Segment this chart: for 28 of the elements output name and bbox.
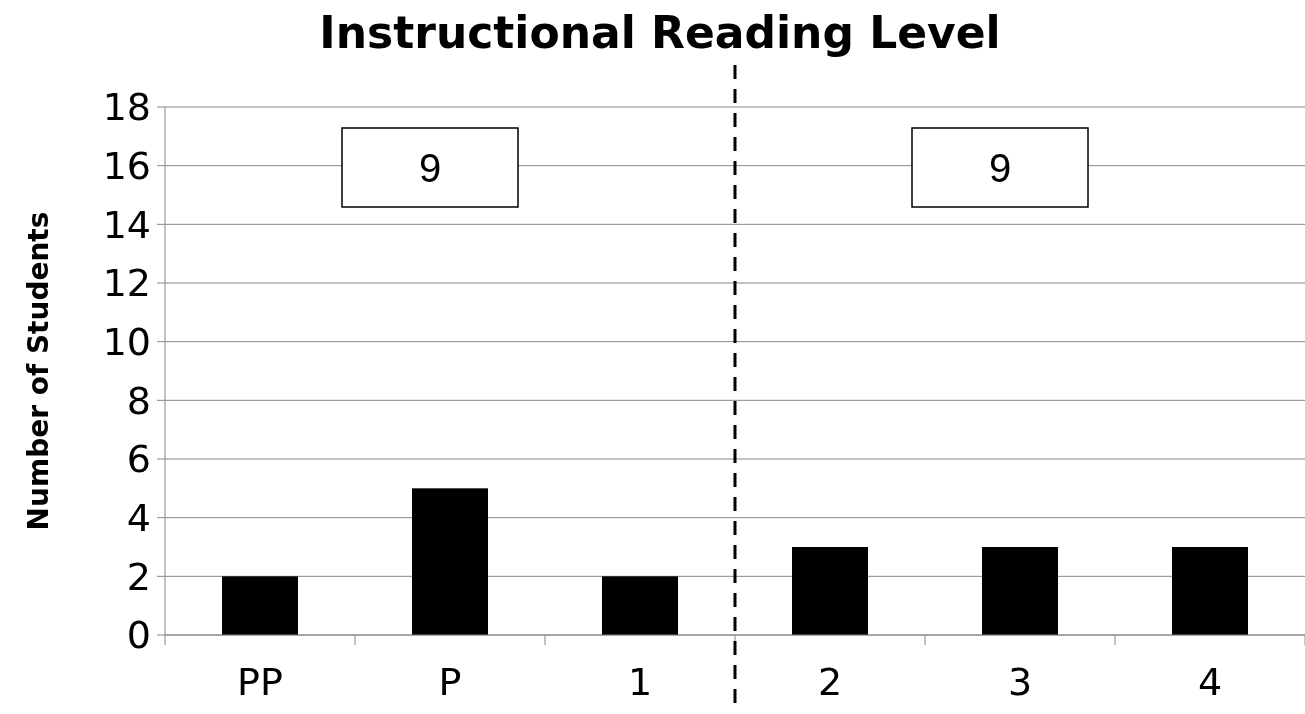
y-tick-label: 4 <box>126 495 151 540</box>
y-tick-label: 10 <box>102 319 151 364</box>
y-tick-label: 2 <box>126 554 151 599</box>
y-tick-label: 12 <box>102 261 151 306</box>
bar <box>1172 547 1248 635</box>
bar <box>792 547 868 635</box>
y-tick-label: 0 <box>126 613 151 658</box>
text-box: 9 <box>911 127 1089 208</box>
x-tick-label: P <box>438 660 462 704</box>
x-tick-label: 1 <box>627 660 653 704</box>
y-tick-label: 6 <box>126 437 151 482</box>
y-tick-label: 18 <box>102 85 151 130</box>
text-box: 9 <box>341 127 519 208</box>
bar <box>412 488 488 635</box>
x-tick-label: 4 <box>1197 660 1223 704</box>
bar <box>982 547 1058 635</box>
annotation: 9 <box>988 146 1012 190</box>
x-tick-label: 3 <box>1007 660 1033 704</box>
annotation: 9 <box>418 146 442 190</box>
bar <box>602 576 678 635</box>
bar <box>222 576 298 635</box>
chart-title: Instructional Reading Level <box>319 7 1001 58</box>
x-tick-label: 2 <box>817 660 843 704</box>
y-tick-label: 8 <box>126 378 151 423</box>
y-tick-label: 14 <box>102 202 151 247</box>
x-tick-label: PP <box>237 660 283 704</box>
y-axis-title: Number of Students <box>22 211 55 531</box>
y-tick-label: 16 <box>102 143 151 188</box>
